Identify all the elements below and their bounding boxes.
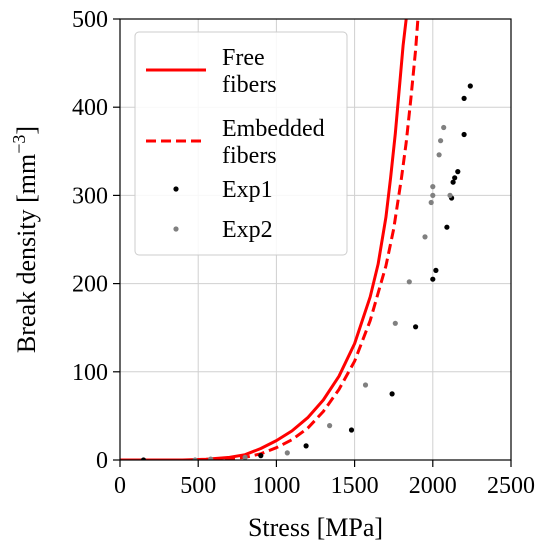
legend-label: fibers: [222, 143, 277, 169]
x-axis-label: Stress [MPa]: [248, 513, 383, 542]
exp2-point: [392, 320, 398, 326]
exp2-point: [242, 454, 248, 460]
legend-exp1-swatch: [173, 186, 179, 192]
exp1-point: [450, 179, 456, 185]
exp2-point: [192, 457, 198, 460]
axes-frame: [119, 18, 512, 461]
y-axis-label: Break density [mm−3]: [9, 126, 41, 353]
exp2-point: [428, 199, 434, 206]
x-tick-label: 2000: [409, 473, 457, 499]
plot-series: [120, 19, 473, 460]
exp2-point: [284, 450, 290, 456]
exp2-point: [430, 184, 436, 190]
y-tick-label: 100: [72, 360, 108, 386]
legend-label: fibers: [222, 72, 277, 98]
legend-label: Embedded: [222, 116, 325, 142]
exp1-point: [413, 324, 419, 330]
y-tick-label: 200: [72, 272, 108, 298]
y-tick-label: 400: [72, 95, 108, 121]
exp2-point: [441, 124, 447, 131]
exp1-point: [461, 95, 467, 101]
exp2-point: [430, 192, 436, 198]
exp1-point: [348, 427, 355, 433]
y-tick-label: 0: [96, 448, 108, 474]
x-tick-label: 0: [114, 473, 126, 499]
axis-ticks: 0 500 1000 1500 2000 2500 0 100 200 300 400 500: [72, 7, 535, 499]
legend-box: [134, 31, 348, 256]
x-tick-label: 1500: [331, 473, 379, 499]
legend-label: Exp1: [222, 177, 273, 203]
y-axis-label-main: Break density [mm: [12, 154, 41, 353]
exp2-point: [406, 279, 412, 285]
y-tick-label: 500: [72, 7, 108, 33]
x-tick-label: 500: [180, 473, 216, 499]
exp1-point: [258, 453, 264, 459]
exp1-point: [467, 83, 473, 89]
exp2-point: [447, 192, 453, 198]
plot-area: [120, 19, 473, 460]
exp2-point: [362, 382, 369, 388]
exp2-point: [208, 456, 214, 460]
exp2-point: [422, 234, 428, 240]
y-axis-label-close: ]: [12, 126, 41, 135]
exp1-point: [389, 391, 395, 397]
exp2-point: [327, 423, 333, 429]
exp1-point: [303, 443, 309, 449]
x-tick-label: 1000: [252, 473, 300, 499]
exp1-point: [444, 224, 450, 230]
legend-exp2-swatch: [173, 226, 179, 232]
exp1-point: [433, 267, 439, 273]
exp1-point: [461, 131, 467, 138]
y-tick-label: 300: [72, 183, 108, 209]
legend-label: Free: [222, 45, 265, 71]
exp1-point: [430, 276, 436, 282]
exp1-point: [455, 169, 461, 175]
exp1-point: [140, 457, 147, 460]
y-axis-label-exponent: −3: [9, 135, 29, 154]
exp2-point: [438, 138, 444, 144]
legend-label: Exp2: [222, 217, 273, 243]
x-tick-label: 2500: [487, 473, 535, 499]
exp2-point: [436, 152, 442, 158]
exp1-point: [452, 175, 458, 181]
